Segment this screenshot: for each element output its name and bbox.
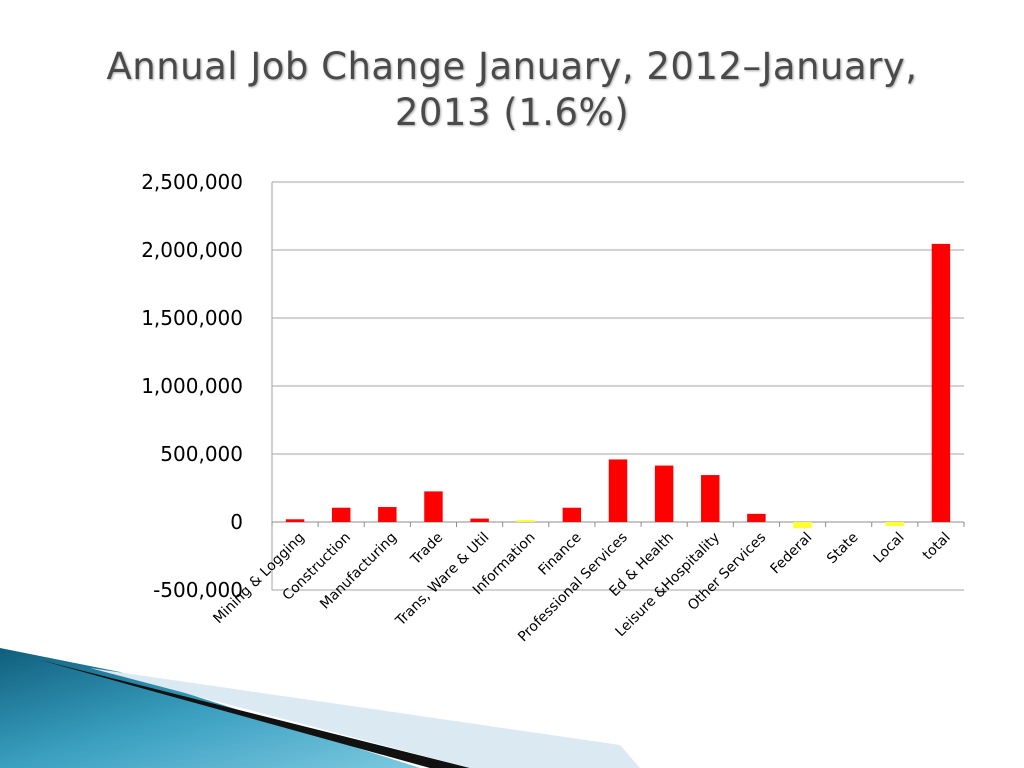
title-line-1: Annual Job Change January, 2012–January,: [106, 45, 918, 88]
y-tick-label: 2,500,000: [141, 170, 243, 194]
bar: [793, 522, 812, 529]
bar: [931, 243, 951, 522]
y-tick-label: 0: [230, 510, 243, 534]
bar: [701, 475, 720, 522]
bar: [562, 507, 582, 522]
x-tick-label: total: [920, 530, 954, 564]
y-tick-label: 1,500,000: [141, 306, 243, 330]
bar: [424, 491, 443, 522]
bar: [470, 518, 489, 522]
title-line-2: 2013 (1.6%): [394, 91, 630, 134]
x-tick-label: Other Services: [685, 530, 769, 614]
bar: [285, 519, 305, 522]
bar: [654, 465, 674, 522]
bar: [608, 459, 628, 522]
x-tick-label: Federal: [768, 530, 816, 578]
y-tick-label: -500,000: [153, 578, 243, 602]
bar: [885, 522, 905, 527]
y-tick-label: 2,000,000: [141, 238, 243, 262]
x-tick-label: Trade: [407, 530, 446, 569]
x-tick-label: State: [824, 530, 862, 568]
x-tick-label: Local: [871, 530, 908, 567]
bar: [516, 519, 535, 522]
y-tick-label: 500,000: [160, 442, 243, 466]
bar: [747, 513, 766, 522]
bar: [331, 507, 351, 522]
bar: [378, 507, 397, 522]
y-tick-label: 1,000,000: [141, 374, 243, 398]
slide-title: Annual Job Change January, 2012–January,…: [60, 44, 964, 136]
